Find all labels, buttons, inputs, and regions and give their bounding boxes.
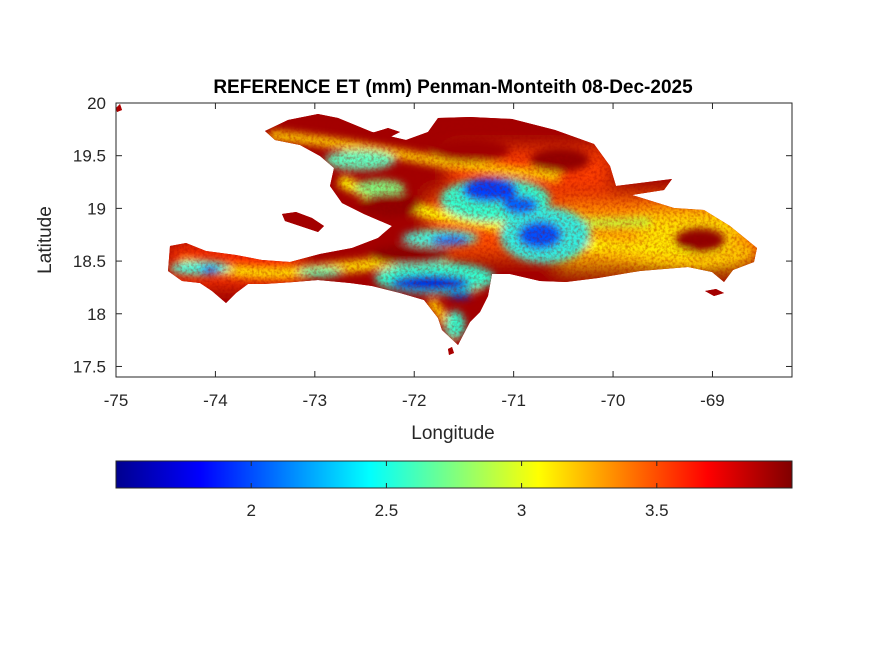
y-tick-label: 19.5 xyxy=(73,147,106,166)
colorbar xyxy=(115,460,793,489)
x-axis-label: Longitude xyxy=(411,423,494,444)
colorbar-tick-label: 2 xyxy=(246,501,255,520)
x-tick-label: -74 xyxy=(203,391,228,410)
plot-area-frame xyxy=(115,102,793,378)
y-tick-label: 17.5 xyxy=(73,357,106,376)
x-tick-label: -73 xyxy=(303,391,328,410)
chart-title: REFERENCE ET (mm) Penman-Monteith 08-Dec… xyxy=(213,77,693,98)
y-tick-label: 18.5 xyxy=(73,252,106,271)
x-tick-label: -75 xyxy=(104,391,129,410)
x-tick-label: -71 xyxy=(501,391,526,410)
colorbar-ticks: 2 2.5 3 3.5 xyxy=(246,461,669,520)
heatmap-texture xyxy=(116,104,757,355)
y-axis-label: Latitude xyxy=(35,206,56,274)
colorbar-tick-label: 3.5 xyxy=(645,501,669,520)
y-axis-ticks: 17.5 18 18.5 19 19.5 20 xyxy=(73,94,792,376)
x-axis-ticks: -75 -74 -73 -72 -71 -70 -69 xyxy=(104,103,725,410)
colorbar-tick-label: 3 xyxy=(517,501,526,520)
et-heatmap xyxy=(116,104,757,355)
x-tick-label: -69 xyxy=(700,391,725,410)
colorbar-tick-label: 2.5 xyxy=(375,501,399,520)
x-tick-label: -70 xyxy=(601,391,626,410)
x-tick-label: -72 xyxy=(402,391,427,410)
y-tick-label: 18 xyxy=(87,305,106,324)
y-tick-label: 20 xyxy=(87,94,106,113)
y-tick-label: 19 xyxy=(87,199,106,218)
